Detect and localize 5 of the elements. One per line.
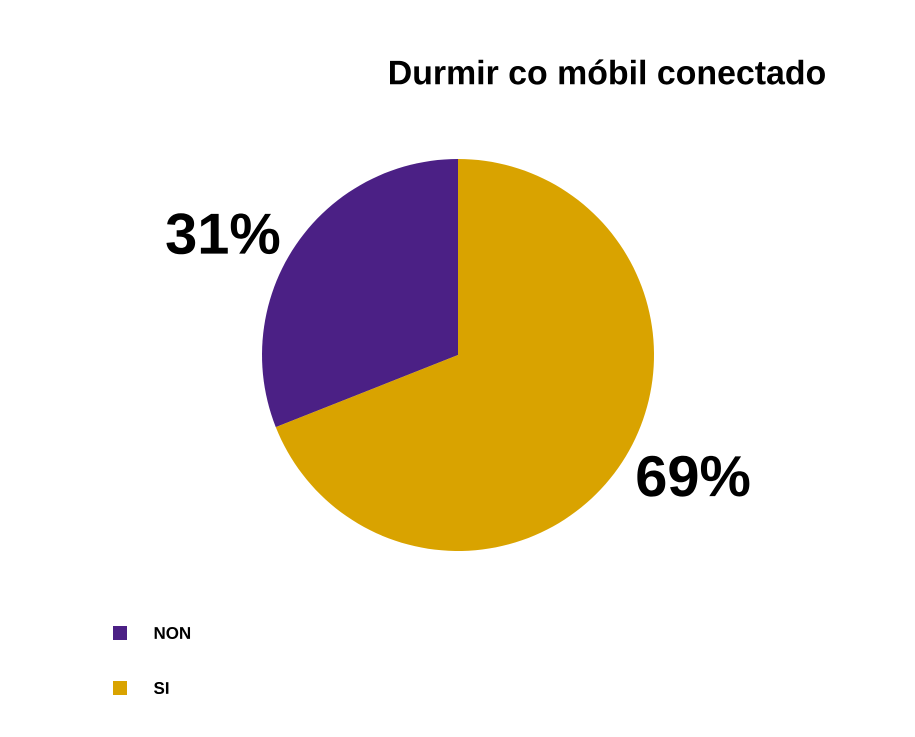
data-label: 31% [166,213,280,254]
legend-label: NON [154,627,190,639]
legend-label: SI [154,682,168,694]
chart-title: Durmir co móbil conectado [390,59,825,85]
data-label: 69% [637,456,750,497]
